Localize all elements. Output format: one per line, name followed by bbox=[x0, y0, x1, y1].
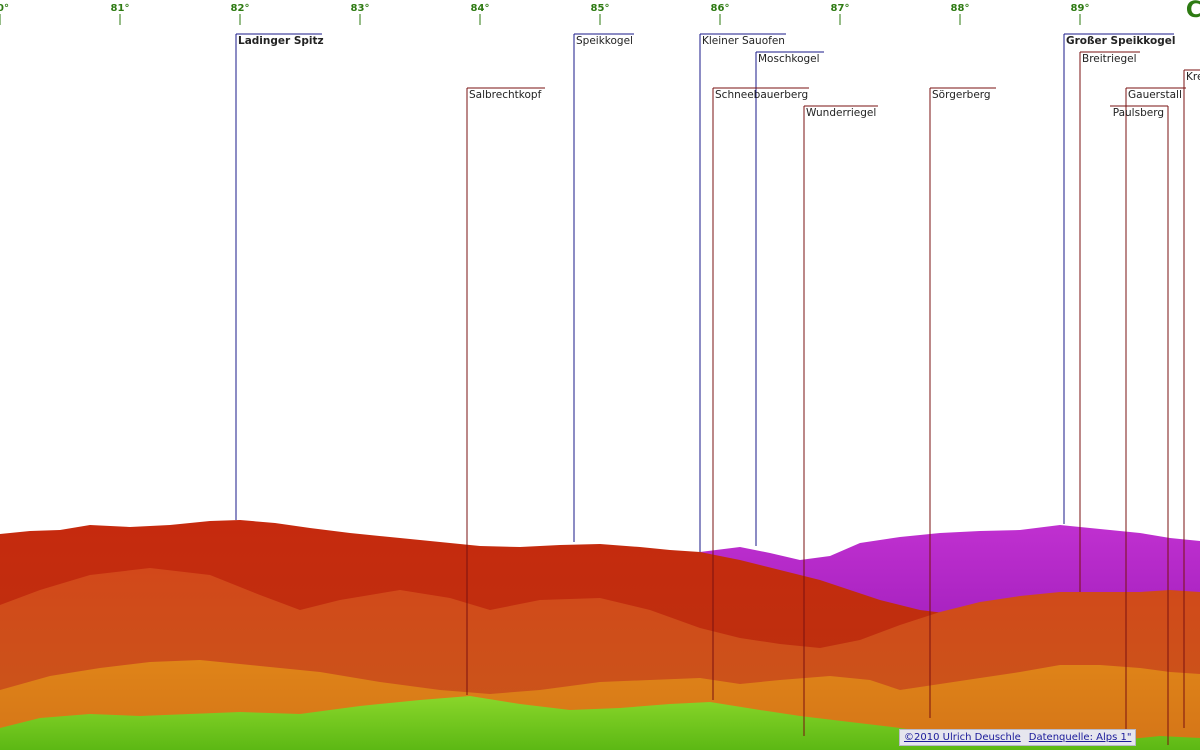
compass-tick-label: 87° bbox=[831, 3, 850, 14]
peak-label[interactable]: Großer Speikkogel bbox=[1066, 35, 1175, 47]
peak-label[interactable]: Speikkogel bbox=[576, 35, 633, 47]
compass-tick-label: 83° bbox=[351, 3, 370, 14]
credits-bar: ©2010 Ulrich Deuschle Datenquelle: Alps 1… bbox=[899, 729, 1137, 746]
compass-tick-label: 85° bbox=[591, 3, 610, 14]
peak-label[interactable]: Krennkogel bbox=[1186, 71, 1200, 83]
peak-label[interactable]: Schneebauerberg bbox=[715, 89, 808, 101]
peak-label[interactable]: Wunderriegel bbox=[806, 107, 876, 119]
compass-tick-label: 81° bbox=[111, 3, 130, 14]
peak-label[interactable]: Salbrechtkopf bbox=[469, 89, 542, 101]
compass-tick-label: 0° bbox=[0, 3, 9, 14]
peak-label[interactable]: Moschkogel bbox=[758, 53, 820, 65]
compass-tick-label: 89° bbox=[1071, 3, 1090, 14]
compass-scale: 0° 81° 82° 83° 84° 85° 86° 87° 88° 89° bbox=[0, 3, 1089, 25]
peak-label[interactable]: Paulsberg bbox=[1113, 107, 1164, 119]
peak-label[interactable]: Kleiner Sauofen bbox=[702, 35, 785, 47]
compass-tick-label: 84° bbox=[471, 3, 490, 14]
compass-tick-label: 86° bbox=[711, 3, 730, 14]
compass-direction-label: C bbox=[1185, 0, 1200, 23]
peak-markers: Ladinger Spitz Salbrechtkopf Speikkogel Kle… bbox=[235, 33, 1200, 745]
compass-tick-label: 88° bbox=[951, 3, 970, 14]
peak-label[interactable]: Breitriegel bbox=[1082, 53, 1137, 65]
peak-label[interactable]: Sörgerberg bbox=[932, 89, 991, 101]
author-credit-link[interactable]: ©2010 Ulrich Deuschle bbox=[904, 732, 1021, 743]
data-source-link[interactable]: Datenquelle: Alps 1" bbox=[1028, 732, 1132, 743]
peak-label[interactable]: Ladinger Spitz bbox=[238, 35, 324, 47]
compass-tick-label: 82° bbox=[231, 3, 250, 14]
peak-label[interactable]: Gauerstall bbox=[1128, 89, 1182, 101]
